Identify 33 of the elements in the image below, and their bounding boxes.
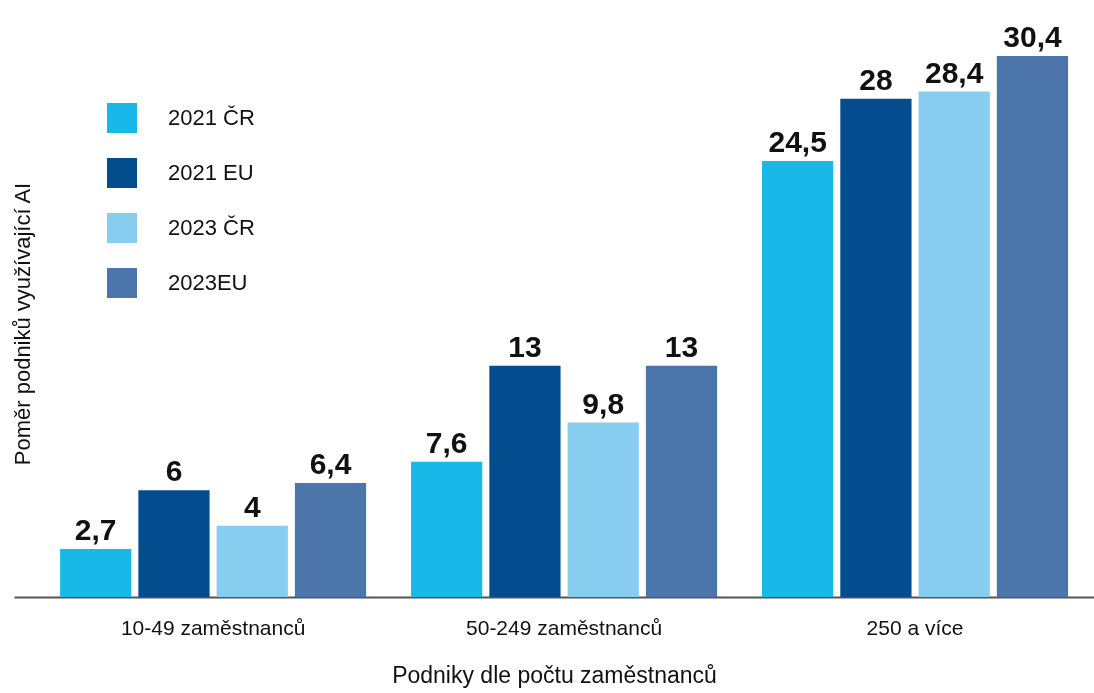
x-tick-label: 50-249 zaměstnanců <box>466 615 663 639</box>
bar <box>60 548 132 597</box>
legend-label: 2023EU <box>168 270 248 295</box>
bar <box>762 161 834 597</box>
bar <box>138 490 210 597</box>
legend-label: 2023 ČR <box>168 215 255 240</box>
bar <box>567 422 639 597</box>
bar <box>489 365 561 597</box>
data-label: 30,4 <box>1003 20 1062 53</box>
bar <box>918 91 990 597</box>
data-label: 6 <box>165 454 183 488</box>
x-tick-label: 10-49 zaměstnanců <box>120 615 306 639</box>
data-label: 28,4 <box>924 55 984 89</box>
legend-label: 2021 ČR <box>168 105 255 130</box>
bar <box>411 461 483 597</box>
x-axis-title: Podniky dle počtu zaměstnanců <box>392 661 717 688</box>
data-label: 7,6 <box>425 425 468 459</box>
data-label: 13 <box>664 329 699 363</box>
legend-label: 2021 EU <box>168 160 254 185</box>
bar <box>996 56 1069 597</box>
bar <box>216 525 288 597</box>
data-label: 13 <box>508 329 542 363</box>
bar <box>840 98 912 597</box>
bar <box>294 483 367 597</box>
data-label: 4 <box>243 489 261 523</box>
bar <box>645 365 718 597</box>
data-label: 6,4 <box>309 447 352 481</box>
y-axis-title: Poměr podniků využívající AI <box>9 182 35 466</box>
x-tick-label: 250 a více <box>866 615 964 639</box>
data-label: 2,7 <box>74 512 117 546</box>
data-label: 28 <box>859 62 893 96</box>
data-label: 24,5 <box>768 125 827 158</box>
data-label: 9,8 <box>582 386 625 420</box>
